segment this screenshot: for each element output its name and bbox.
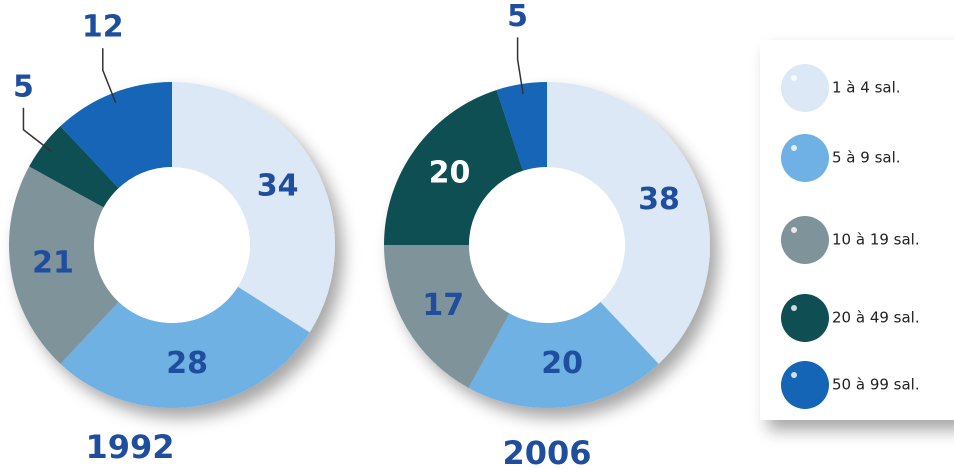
legend-label: 1 à 4 sal. <box>832 79 901 97</box>
donut <box>384 82 710 408</box>
legend-swatch <box>781 361 829 409</box>
data-label: 5 <box>507 0 528 34</box>
data-label: 38 <box>638 182 680 217</box>
legend-swatch <box>781 216 829 264</box>
slice <box>60 82 172 189</box>
legend-highlight <box>791 227 797 233</box>
hole <box>469 167 625 323</box>
hole <box>94 167 250 323</box>
slice <box>384 89 523 246</box>
chart-title: 1992 <box>85 428 174 466</box>
slice <box>384 245 510 388</box>
donut <box>9 82 336 409</box>
slice <box>172 82 336 333</box>
data-label: 5 <box>13 69 34 104</box>
legend-highlight <box>791 145 797 151</box>
data-label: 28 <box>166 346 208 381</box>
legend-swatch <box>781 64 829 112</box>
legend-swatch <box>781 134 829 182</box>
slice <box>60 286 310 409</box>
leader-line <box>22 107 52 152</box>
legend-highlight <box>791 372 797 378</box>
data-label: 21 <box>32 245 74 280</box>
leader-line <box>102 48 117 104</box>
slice <box>9 166 119 364</box>
legend-highlight <box>791 75 797 81</box>
leader-line <box>516 37 524 95</box>
data-label: 20 <box>541 346 583 381</box>
slice <box>496 82 547 171</box>
chart-title: 2006 <box>502 434 591 468</box>
data-label: 17 <box>422 288 464 323</box>
legend-highlight <box>791 305 797 311</box>
legend-label: 50 à 99 sal. <box>832 376 920 394</box>
slice <box>468 301 659 408</box>
slice <box>547 82 710 364</box>
legend-label: 10 à 19 sal. <box>832 231 920 249</box>
legend-label: 5 à 9 sal. <box>832 149 901 167</box>
data-label: 20 <box>429 156 471 191</box>
legend-swatch <box>781 294 829 342</box>
slice <box>29 126 119 208</box>
data-label: 12 <box>82 10 124 45</box>
data-label: 34 <box>257 168 299 203</box>
legend-label: 20 à 49 sal. <box>832 309 920 327</box>
